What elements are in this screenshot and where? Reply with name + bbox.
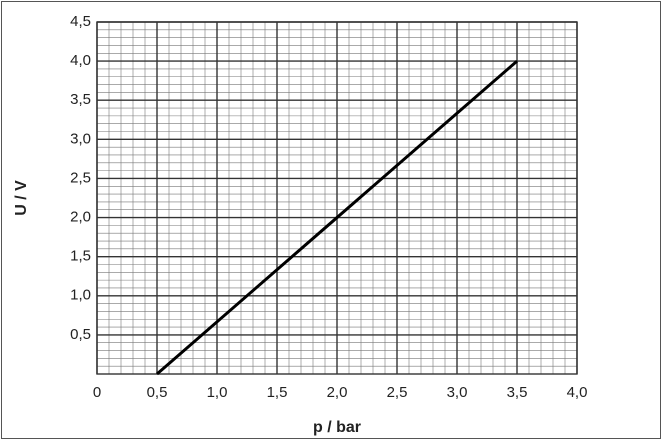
x-tick-label: 0 — [93, 384, 101, 401]
plot-border — [96, 21, 578, 375]
x-tick-label: 1,5 — [267, 384, 288, 401]
y-tick-label: 3,5 — [70, 91, 91, 108]
x-tick-label: 3,0 — [447, 384, 468, 401]
x-tick-label: 2,0 — [327, 384, 348, 401]
x-tick-label: 4,0 — [567, 384, 588, 401]
x-tick-label: 0,5 — [147, 384, 168, 401]
y-tick-label: 4,0 — [70, 52, 91, 69]
y-axis-title: U / V — [13, 180, 30, 216]
y-tick-label: 0,5 — [70, 326, 91, 343]
y-tick-label: 1,5 — [70, 248, 91, 265]
y-tick-label: 2,0 — [70, 209, 91, 226]
grid — [96, 21, 578, 374]
x-tick-label: 2,5 — [387, 384, 408, 401]
y-tick-label: 3,0 — [70, 130, 91, 147]
x-tick-label: 3,5 — [507, 384, 528, 401]
y-tick-label: 2,5 — [70, 169, 91, 186]
y-tick-label: 4,5 — [70, 13, 91, 30]
x-axis-title: p / bar — [313, 419, 361, 436]
y-tick-label: 1,0 — [70, 287, 91, 304]
x-tick-label: 1,0 — [207, 384, 228, 401]
data-line — [156, 59, 518, 376]
